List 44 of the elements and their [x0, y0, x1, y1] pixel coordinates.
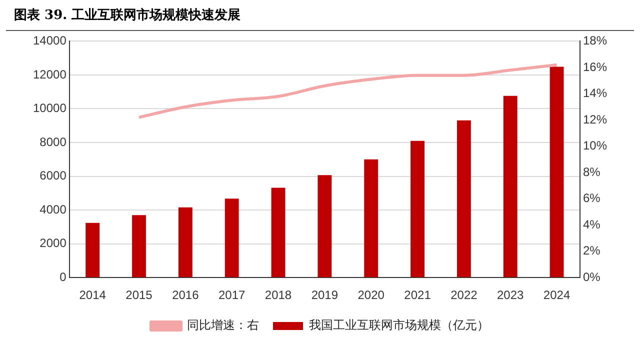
x-tick-label: 2023	[497, 288, 524, 302]
y2-tick-label: 6%	[582, 191, 601, 206]
bar	[271, 188, 286, 278]
bar	[503, 96, 518, 278]
y-tick-label: 6000	[40, 168, 67, 183]
legend-label: 同比增速：右	[187, 318, 259, 332]
x-tick-label: 2024	[543, 288, 570, 302]
y2-tick-label: 0%	[582, 270, 601, 284]
x-tick-label: 2020	[358, 288, 385, 302]
x-tick-label: 2019	[311, 288, 338, 302]
x-tick-label: 2017	[218, 288, 246, 302]
line-series	[138, 63, 558, 119]
bar	[456, 120, 471, 278]
x-tick-label: 2016	[172, 288, 200, 302]
y-tick-label: 14000	[32, 34, 67, 48]
y2-tick-label: 8%	[582, 164, 601, 179]
y-tick-label: 4000	[40, 202, 67, 216]
bar	[224, 198, 239, 278]
y2-tick-label: 10%	[582, 138, 608, 153]
bar	[318, 175, 332, 278]
y2-tick-label: 2%	[582, 244, 601, 258]
legend-label: 我国工业互联网市场规模（亿元）	[309, 318, 489, 332]
y-tick-label: 12000	[32, 67, 67, 82]
x-tick-label: 2015	[126, 288, 153, 302]
x-tick-label: 2022	[450, 288, 478, 302]
bar	[550, 66, 564, 278]
x-tick-label: 2021	[404, 288, 432, 302]
y-tick-label: 8000	[40, 134, 67, 149]
chart-title: 图表 39. 工业互联网市场规模快速发展	[6, 0, 634, 31]
x-tick-label: 2014	[79, 288, 106, 302]
x-tick-label: 2018	[264, 288, 292, 302]
y2-tick-label: 18%	[582, 34, 608, 48]
bar	[178, 207, 192, 278]
y2-tick-label: 12%	[582, 112, 608, 126]
bar	[410, 140, 424, 278]
bar	[86, 222, 100, 278]
bar	[364, 159, 378, 278]
y-tick-label: 10000	[32, 101, 67, 116]
y2-tick-label: 14%	[582, 86, 608, 100]
y-tick-label: 2000	[40, 236, 67, 250]
y-tick-label: 0	[60, 270, 67, 284]
y2-tick-label: 16%	[582, 60, 608, 74]
y2-tick-label: 4%	[582, 217, 601, 232]
bar	[132, 215, 146, 278]
